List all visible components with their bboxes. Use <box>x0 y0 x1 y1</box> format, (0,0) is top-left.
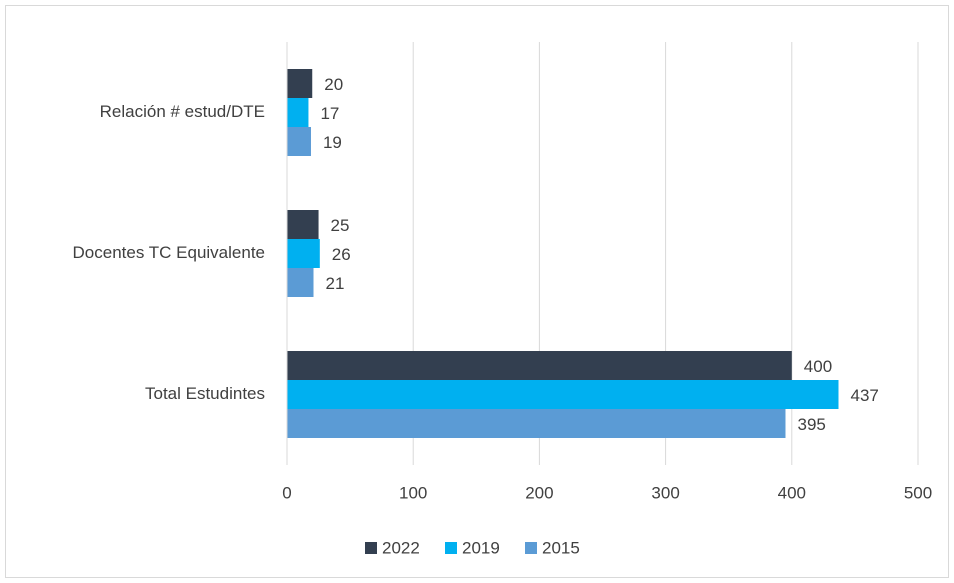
data-label: 395 <box>797 415 825 434</box>
data-label: 25 <box>331 216 350 235</box>
x-tick-label: 100 <box>399 483 427 502</box>
legend-swatch <box>525 542 537 554</box>
bar <box>287 210 319 239</box>
bar <box>287 127 311 156</box>
bar <box>287 239 320 268</box>
y-tick-label: Docentes TC Equivalente <box>73 243 265 262</box>
x-tick-label: 200 <box>525 483 553 502</box>
bar <box>287 69 313 98</box>
x-tick-label: 500 <box>904 483 932 502</box>
bar <box>287 268 314 297</box>
x-tick-label: 0 <box>282 483 291 502</box>
data-label: 400 <box>804 357 832 376</box>
x-tick-label: 300 <box>651 483 679 502</box>
data-label: 26 <box>332 245 351 264</box>
data-label: 19 <box>323 133 342 152</box>
legend-swatch <box>445 542 457 554</box>
data-label: 20 <box>324 75 343 94</box>
bar <box>287 351 792 380</box>
legend-label: 2015 <box>542 538 580 557</box>
legend-label: 2019 <box>462 538 500 557</box>
bar <box>287 380 839 409</box>
bar <box>287 409 786 438</box>
chart-border <box>5 5 949 578</box>
x-tick-label: 400 <box>778 483 806 502</box>
legend-label: 2022 <box>382 538 420 557</box>
data-label: 21 <box>326 274 345 293</box>
bar <box>287 98 309 127</box>
y-tick-label: Relación # estud/DTE <box>100 102 265 121</box>
data-label: 437 <box>850 386 878 405</box>
legend-swatch <box>365 542 377 554</box>
data-label: 17 <box>320 104 339 123</box>
y-tick-label: Total Estudintes <box>145 384 265 403</box>
